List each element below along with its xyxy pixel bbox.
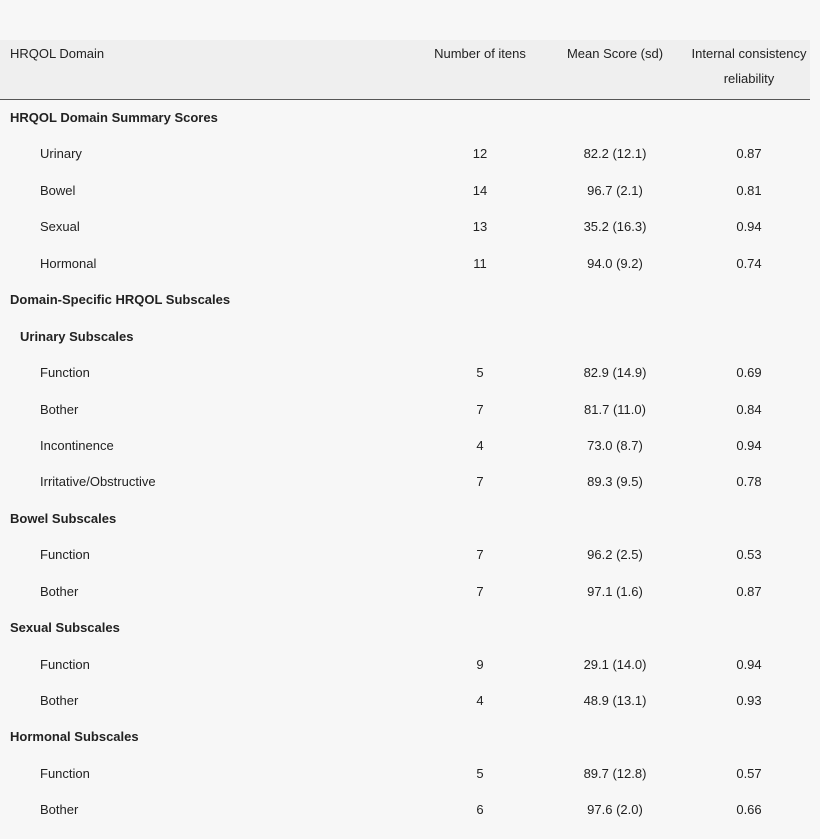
- cell-value: 89.3 (9.5): [587, 474, 643, 490]
- cell-value: 12: [472, 146, 488, 162]
- cell-value: 81.7 (11.0): [584, 401, 646, 417]
- data-row: Function 5 82.9 (14.9) 0.69: [0, 355, 810, 391]
- cell-value: 0.57: [736, 765, 762, 781]
- data-row: Bother 7 97.1 (1.6) 0.87: [0, 574, 810, 610]
- cell-value: 0.81: [736, 182, 762, 198]
- data-row: Function 7 96.2 (2.5) 0.53: [0, 537, 810, 573]
- cell-value: 97.6 (2.0): [587, 802, 643, 818]
- data-row: Bother 4 48.9 (13.1) 0.93: [0, 683, 810, 719]
- cell-value: 14: [472, 182, 488, 198]
- cell-value: 82.9 (14.9): [583, 365, 647, 381]
- cell-value: 5: [476, 365, 484, 381]
- data-row: Sexual 13 35.2 (16.3) 0.94: [0, 209, 810, 245]
- cell-value: 5: [476, 765, 484, 781]
- cell-value: 73.0 (8.7): [587, 437, 643, 453]
- row-label: Bowel Subscales: [10, 510, 117, 526]
- cell-value: 35.2 (16.3): [583, 219, 647, 235]
- header-cell: Internal consistency reliability: [691, 46, 807, 86]
- row-label: Hormonal Subscales: [10, 729, 139, 745]
- data-row: Function 5 89.7 (12.8) 0.57: [0, 756, 810, 792]
- row-label: Incontinence: [40, 437, 114, 453]
- cell-value: 0.87: [736, 583, 762, 599]
- cell-value: 7: [476, 474, 484, 490]
- section-row: HRQOL Domain Summary Scores: [0, 100, 810, 136]
- table-body: HRQOL Domain Summary Scores Urinary 12 82.2…: [0, 100, 810, 829]
- cell-value: 96.7 (2.1): [587, 182, 643, 198]
- row-label: Bowel: [40, 182, 76, 198]
- data-row: Urinary 12 82.2 (12.1) 0.87: [0, 136, 810, 172]
- cell-value: 6: [476, 802, 484, 818]
- row-label: Bother: [40, 693, 79, 708]
- cell-value: 0.78: [736, 474, 762, 490]
- data-row: Bowel 14 96.7 (2.1) 0.81: [0, 173, 810, 209]
- data-row: Irritative/Obstructive 7 89.3 (9.5) 0.78: [0, 464, 810, 500]
- cell-value: 4: [476, 437, 484, 453]
- cell-value: 11: [473, 255, 487, 271]
- header-cell: Number of itens: [434, 46, 526, 61]
- data-row: Bother 7 81.7 (11.0) 0.84: [0, 392, 810, 428]
- cell-value: 97.1 (1.6): [587, 583, 643, 599]
- row-label: Urinary: [40, 146, 82, 162]
- section-row: Hormonal Subscales: [0, 719, 810, 755]
- row-label: Function: [40, 547, 90, 563]
- cell-value: 82.2 (12.1): [583, 146, 647, 162]
- data-row: Hormonal 11 94.0 (9.2) 0.74: [0, 246, 810, 282]
- cell-value: 94.0 (9.2): [587, 255, 643, 271]
- cell-value: 0.74: [736, 255, 762, 271]
- cell-value: 0.53: [736, 547, 762, 563]
- section-row: Domain-Specific HRQOL Subscales: [0, 282, 810, 318]
- row-label: Function: [40, 765, 90, 781]
- row-label: HRQOL Domain Summary Scores: [10, 110, 218, 125]
- cell-value: 48.9 (13.1): [583, 693, 647, 708]
- cell-value: 0.94: [736, 219, 762, 235]
- cell-value: 7: [476, 583, 484, 599]
- data-row: Incontinence 4 73.0 (8.7) 0.94: [0, 428, 810, 464]
- cell-value: 0.94: [736, 437, 762, 453]
- cell-value: 0.69: [736, 365, 762, 381]
- cell-value: 13: [472, 219, 488, 235]
- data-row: Function 9 29.1 (14.0) 0.94: [0, 647, 810, 683]
- row-label: Hormonal: [40, 255, 97, 271]
- row-label: Bother: [40, 802, 79, 818]
- row-label: Domain-Specific HRQOL Subscales: [10, 292, 231, 308]
- cell-value: 7: [476, 401, 484, 417]
- row-label: Urinary Subscales: [20, 328, 134, 344]
- row-label: Bother: [40, 583, 79, 599]
- row-label: Irritative/Obstructive: [40, 474, 156, 490]
- cell-value: 96.2 (2.5): [587, 547, 643, 563]
- cell-value: 0.93: [736, 693, 762, 708]
- cell-value: 0.94: [736, 656, 762, 672]
- cell-value: 29.1 (14.0): [583, 656, 647, 672]
- data-row: Bother 6 97.6 (2.0) 0.66: [0, 792, 810, 828]
- cell-value: 9: [476, 656, 484, 672]
- row-label: Function: [40, 656, 90, 672]
- header-cell: HRQOL Domain: [10, 46, 105, 61]
- cell-value: 0.66: [736, 802, 762, 818]
- row-label: Sexual Subscales: [10, 620, 120, 636]
- cell-value: 89.7 (12.8): [583, 765, 647, 781]
- section-row: Urinary Subscales: [0, 319, 810, 355]
- row-label: Sexual: [40, 219, 80, 235]
- cell-value: 7: [476, 547, 484, 563]
- cell-value: 0.87: [736, 146, 762, 162]
- table-header: HRQOL Domain Number of itens Mean Score …: [0, 40, 810, 100]
- row-label: Bother: [40, 401, 79, 417]
- section-row: Sexual Subscales: [0, 610, 810, 646]
- section-row: Bowel Subscales: [0, 501, 810, 537]
- cell-value: 4: [476, 693, 484, 708]
- header-cell: Mean Score (sd): [566, 46, 664, 61]
- row-label: Function: [40, 365, 90, 381]
- cell-value: 0.84: [736, 401, 762, 417]
